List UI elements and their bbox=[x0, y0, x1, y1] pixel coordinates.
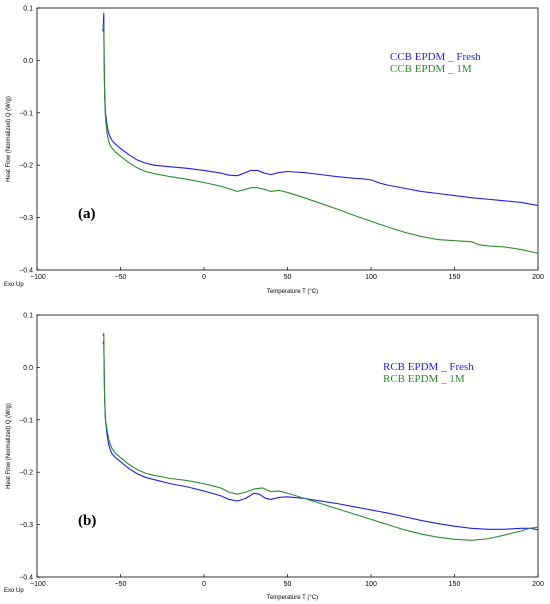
y-tick-label: −0.4 bbox=[19, 268, 33, 275]
x-tick-label: 150 bbox=[449, 274, 461, 281]
series-line-2 bbox=[102, 23, 539, 254]
y-tick-label: −0.1 bbox=[19, 417, 33, 424]
series-line-2 bbox=[102, 332, 539, 541]
x-tick-label: 150 bbox=[449, 581, 461, 588]
series-line-1 bbox=[102, 12, 539, 207]
chart-panel-2: −100 −50 0 50 100 150 200 0.1 0.0 −0.1 −0.2 −0.3 −0.… bbox=[4, 313, 544, 602]
y-tick-label: −0.1 bbox=[19, 110, 33, 117]
x-tick-label: −100 bbox=[30, 274, 46, 281]
panel-label: (a) bbox=[78, 206, 96, 222]
y-tick-label: −0.3 bbox=[19, 522, 33, 529]
exo-up-label: Exo Up bbox=[4, 282, 24, 288]
x-tick-label: −50 bbox=[115, 274, 127, 281]
y-tick-label: 0.0 bbox=[23, 58, 33, 65]
y-tick-label: 0.1 bbox=[23, 6, 33, 13]
y-tick-label: 0.0 bbox=[23, 365, 33, 372]
x-axis-label: Temperature T (°C) bbox=[267, 595, 318, 601]
x-tick-label: 100 bbox=[365, 581, 377, 588]
y-tick-label: −0.2 bbox=[19, 470, 33, 477]
plot-frame bbox=[36, 7, 539, 271]
x-tick-label: 50 bbox=[284, 581, 292, 588]
y-tick-label: −0.2 bbox=[19, 163, 33, 170]
y-tick-label: −0.3 bbox=[19, 215, 33, 222]
x-tick-label: 200 bbox=[532, 581, 544, 588]
chart-panel-1: −100 −50 0 50 100 150 200 0.1 0.0 −0.1 −0.2 −0.3 −0.… bbox=[4, 6, 544, 296]
exo-up-label: Exo Up bbox=[4, 588, 24, 594]
y-tick-label: −0.4 bbox=[19, 575, 33, 582]
panel-label: (b) bbox=[78, 513, 96, 529]
y-tick-label: 0.1 bbox=[23, 313, 33, 320]
x-tick-label: 200 bbox=[532, 274, 544, 281]
y-axis-label: Heat Flow (Normalized) Q (W/g) bbox=[6, 96, 12, 182]
x-tick-label: 100 bbox=[365, 274, 377, 281]
legend-entry-2: CCB EPDM _ 1M bbox=[390, 63, 472, 75]
series-line-1 bbox=[102, 340, 539, 531]
plot-frame bbox=[36, 314, 539, 578]
x-axis-label: Temperature T (°C) bbox=[267, 289, 318, 295]
x-tick-label: 0 bbox=[202, 581, 206, 588]
x-tick-label: −50 bbox=[115, 581, 127, 588]
legend-entry-2: RCB EPDM _ 1M bbox=[383, 373, 465, 385]
legend-entry-1: RCB EPDM _ Fresh bbox=[383, 361, 474, 373]
y-axis-label: Heat Flow (Normalized) Q (W/g) bbox=[6, 403, 12, 489]
x-tick-label: −100 bbox=[30, 581, 46, 588]
x-tick-label: 0 bbox=[202, 274, 206, 281]
legend-entry-1: CCB EPDM _ Fresh bbox=[390, 51, 481, 63]
x-tick-label: 50 bbox=[284, 274, 292, 281]
